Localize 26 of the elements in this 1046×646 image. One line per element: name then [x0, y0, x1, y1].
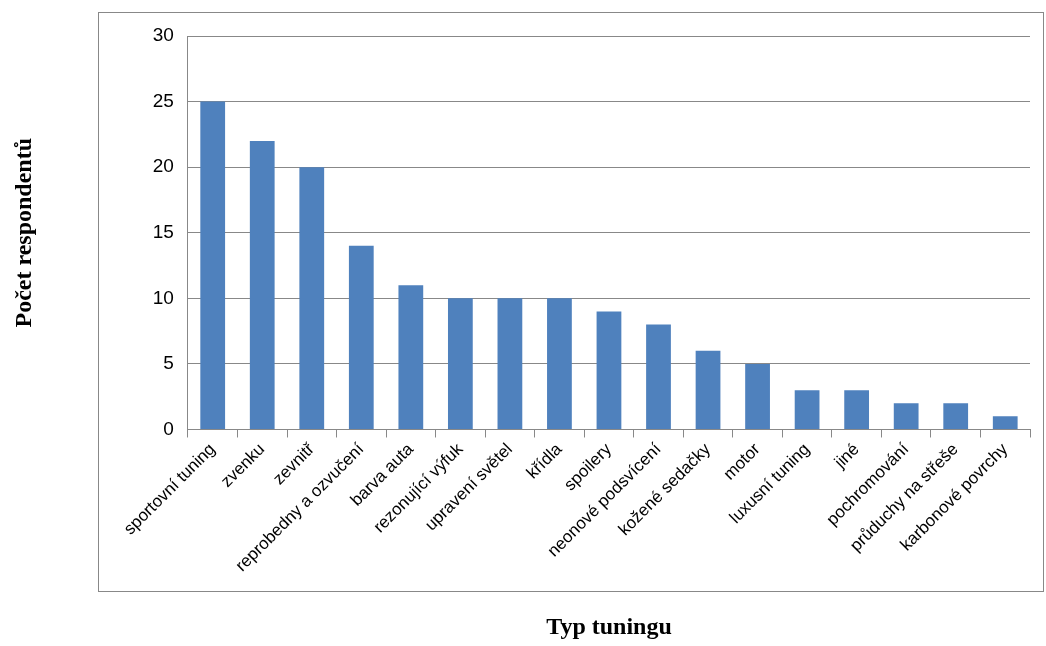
bar	[348, 245, 374, 429]
y-tick-label: 20	[152, 155, 174, 177]
bar	[695, 350, 721, 429]
y-tick-label: 30	[152, 24, 174, 46]
bar	[893, 403, 919, 429]
bar	[992, 416, 1018, 429]
bar	[299, 167, 325, 429]
y-tick-label: 0	[163, 417, 174, 439]
bar	[547, 298, 572, 429]
bar	[249, 140, 275, 429]
bar	[596, 311, 622, 429]
bar	[200, 101, 226, 429]
y-axis-title: Počet respondentů	[9, 137, 36, 328]
bar	[844, 390, 870, 429]
bar	[745, 363, 770, 429]
bar	[447, 298, 473, 429]
bar	[646, 324, 671, 429]
bar	[943, 403, 969, 429]
y-tick-label: 10	[152, 286, 174, 308]
bar	[398, 285, 424, 429]
y-tick-label: 15	[152, 220, 174, 242]
bar	[794, 390, 820, 429]
y-tick-label: 25	[152, 89, 174, 111]
x-axis-title: Typ tuningu	[546, 612, 672, 639]
y-tick-label: 5	[163, 352, 174, 374]
bar	[497, 298, 523, 429]
